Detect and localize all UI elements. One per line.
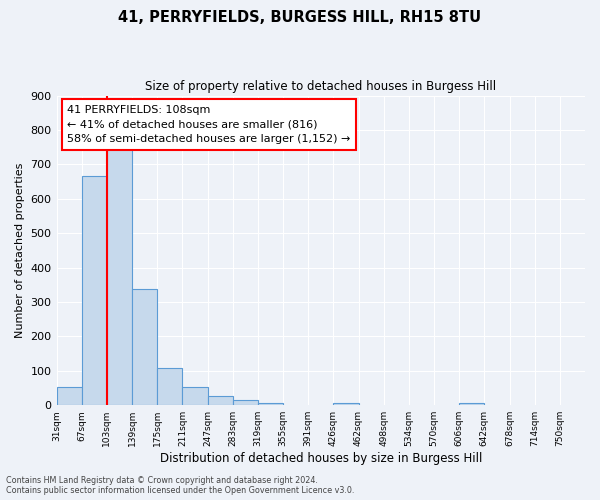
Bar [334,403,359,405]
Text: 41, PERRYFIELDS, BURGESS HILL, RH15 8TU: 41, PERRYFIELDS, BURGESS HILL, RH15 8TU [118,10,482,25]
Bar [258,403,283,405]
Bar [233,400,258,405]
Bar [82,176,107,405]
Bar [208,396,233,405]
Title: Size of property relative to detached houses in Burgess Hill: Size of property relative to detached ho… [145,80,496,93]
Text: Contains HM Land Registry data © Crown copyright and database right 2024.
Contai: Contains HM Land Registry data © Crown c… [6,476,355,495]
Bar [132,290,157,405]
Bar [56,388,82,405]
Text: 41 PERRYFIELDS: 108sqm
← 41% of detached houses are smaller (816)
58% of semi-de: 41 PERRYFIELDS: 108sqm ← 41% of detached… [67,105,350,144]
Y-axis label: Number of detached properties: Number of detached properties [15,162,25,338]
Bar [157,368,182,405]
Bar [459,403,484,405]
Bar [107,147,132,405]
Bar [182,388,208,405]
X-axis label: Distribution of detached houses by size in Burgess Hill: Distribution of detached houses by size … [160,452,482,465]
